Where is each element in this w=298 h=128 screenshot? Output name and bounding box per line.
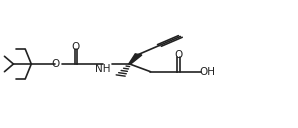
Text: O: O [175, 50, 183, 60]
Text: O: O [51, 59, 59, 69]
Text: OH: OH [200, 67, 216, 77]
Text: NH: NH [95, 64, 111, 74]
Text: O: O [72, 42, 80, 52]
Polygon shape [129, 54, 142, 64]
